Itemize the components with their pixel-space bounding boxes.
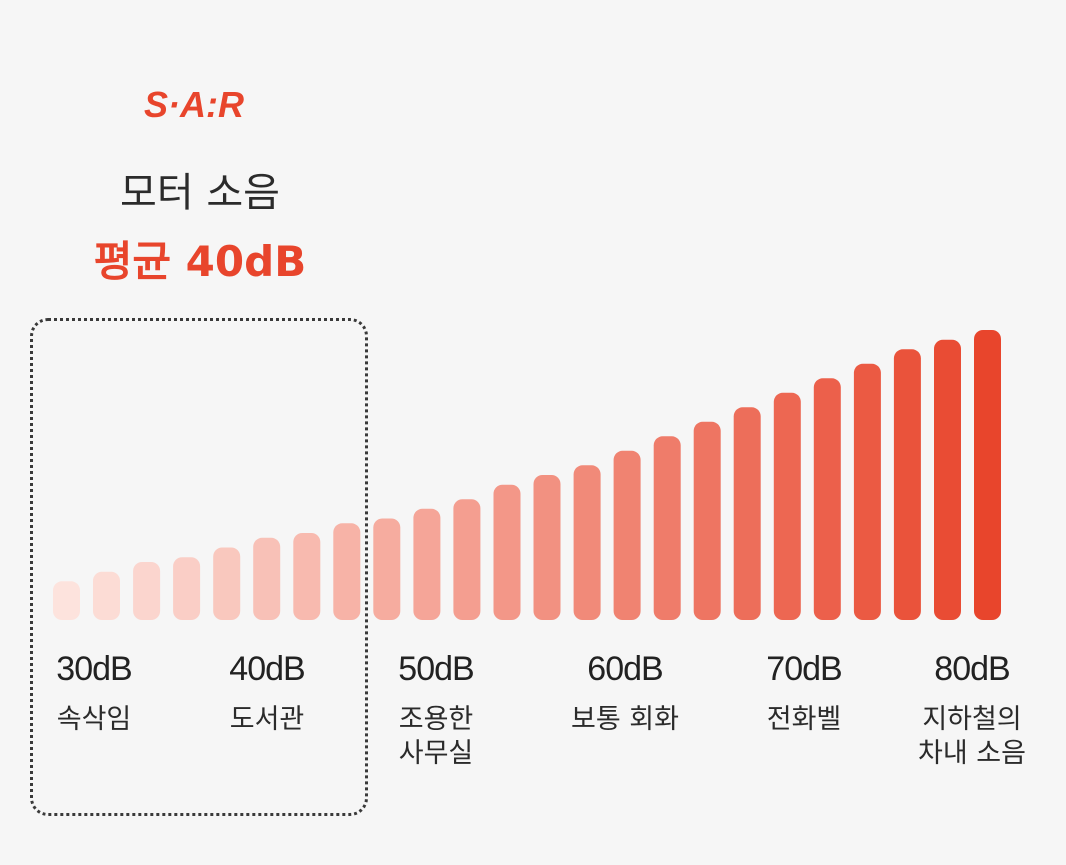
bar-17 xyxy=(693,421,721,620)
level-50: 50dB 조용한 사무실 xyxy=(356,650,516,771)
level-db-label: 40dB xyxy=(229,650,305,688)
level-description: 속삭임 xyxy=(56,704,132,735)
highlight-range-box xyxy=(30,318,368,816)
level-60: 60dB 보통 회화 xyxy=(545,650,705,737)
level-db-label: 60dB xyxy=(587,650,663,688)
bar-24 xyxy=(974,330,1001,620)
bar-20 xyxy=(813,378,841,620)
bar-18 xyxy=(733,407,761,620)
bar-14 xyxy=(573,465,601,620)
bar-11 xyxy=(453,499,481,620)
bar-13 xyxy=(533,475,561,620)
bar-10 xyxy=(413,508,441,620)
level-40: 40dB 도서관 xyxy=(187,650,347,737)
level-db-label: 70dB xyxy=(766,650,842,688)
bar-8 xyxy=(333,523,361,620)
bar-15 xyxy=(613,450,641,620)
level-description: 조용한 사무실 xyxy=(398,704,474,769)
bar-22 xyxy=(893,349,921,620)
bar-12 xyxy=(493,484,521,620)
level-description: 도서관 xyxy=(229,704,305,735)
bar-16 xyxy=(653,436,681,620)
bar-23 xyxy=(934,339,961,620)
level-db-label: 80dB xyxy=(934,650,1010,688)
bar-1 xyxy=(53,581,80,620)
level-db-label: 30dB xyxy=(56,650,132,688)
level-description: 보통 회화 xyxy=(571,704,679,735)
bar-7 xyxy=(293,533,321,620)
chart-subtitle: 평균 40dB xyxy=(93,237,307,286)
level-description: 전화벨 xyxy=(766,704,842,735)
chart-title: 모터 소음 xyxy=(120,170,280,216)
bar-9 xyxy=(373,518,401,620)
level-description: 지하철의 차내 소음 xyxy=(918,704,1026,769)
bar-19 xyxy=(773,392,801,620)
level-70: 70dB 전화벨 xyxy=(724,650,884,737)
bar-5 xyxy=(213,547,241,620)
bar-6 xyxy=(253,537,281,620)
bar-3 xyxy=(133,562,161,620)
brand-logo: S·A:R xyxy=(144,84,244,125)
bar-21 xyxy=(853,363,881,620)
level-80: 80dB 지하철의 차내 소음 xyxy=(892,650,1052,771)
bar-4 xyxy=(173,557,201,620)
level-db-label: 50dB xyxy=(398,650,474,688)
bar-2 xyxy=(93,571,120,620)
level-30: 30dB 속삭임 xyxy=(14,650,174,737)
